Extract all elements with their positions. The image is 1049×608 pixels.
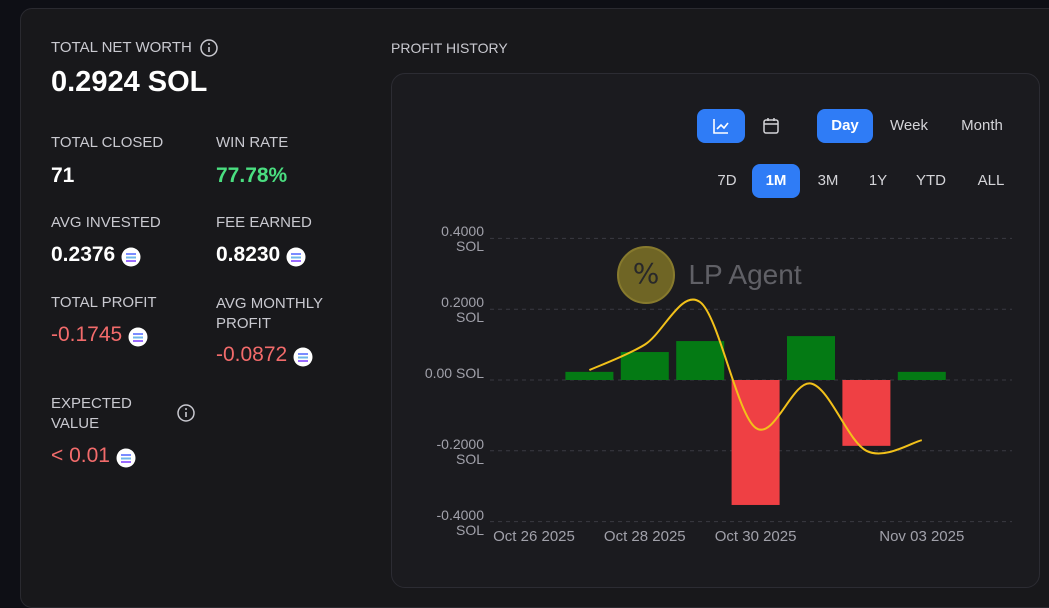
range-button[interactable]: YTD xyxy=(916,172,946,189)
stat-label: TOTAL NET WORTH xyxy=(51,39,192,56)
bar xyxy=(897,371,946,380)
y-tick-label: 0.00 SOL xyxy=(424,365,484,381)
stat-label: AVG MONTHLY PROFIT xyxy=(216,295,323,332)
y-tick-label: 0.4000 SOL xyxy=(441,223,484,255)
watermark-logo: % xyxy=(617,246,675,304)
stat-label: TOTAL PROFIT xyxy=(51,294,157,311)
stat-row: -0.1745 xyxy=(51,323,148,347)
calendar-icon xyxy=(763,118,779,134)
stat-value: 0.2376 xyxy=(51,243,116,266)
info-icon[interactable] xyxy=(199,38,219,58)
stat-value: 0.8230 xyxy=(216,243,281,266)
y-tick-label: -0.2000 SOL xyxy=(436,435,484,467)
stat-value: 71 xyxy=(51,164,75,187)
stat-label: TOTAL CLOSED xyxy=(51,134,164,151)
svg-text:%: % xyxy=(633,257,660,290)
stat-value: -0.1745 xyxy=(51,323,123,346)
y-tick-label: -0.4000 SOL xyxy=(436,506,484,538)
trend-line xyxy=(588,298,923,455)
x-tick-label: Oct 26 2025 xyxy=(493,528,575,545)
stat-label: EXPECTED VALUE xyxy=(51,395,132,432)
sol-icon xyxy=(121,247,141,267)
net-worth: 0.2924 SOL xyxy=(51,66,208,98)
view-button[interactable]: Month xyxy=(961,117,1003,134)
calendar-button[interactable] xyxy=(752,109,790,143)
bar xyxy=(787,336,835,380)
range-button[interactable]: 3M xyxy=(817,172,839,189)
bar xyxy=(565,371,614,380)
chart-view-button[interactable] xyxy=(697,109,745,143)
x-tick-label: Oct 28 2025 xyxy=(603,528,686,545)
view-button[interactable]: Week xyxy=(889,117,929,134)
stat-label: AVG INVESTED xyxy=(51,214,161,231)
range-button[interactable]: 1M xyxy=(752,164,800,198)
bar xyxy=(842,380,891,446)
sol-icon xyxy=(293,347,313,367)
range-button[interactable]: ALL xyxy=(977,172,1005,189)
x-tick-label: Oct 30 2025 xyxy=(714,528,797,545)
stat-row: 0.2376 xyxy=(51,243,141,267)
stat-row: 0.8230 xyxy=(216,243,306,267)
stat-label: FEE EARNED xyxy=(216,214,312,231)
range-button[interactable]: 7D xyxy=(717,172,737,189)
stat-value: < 0.01 xyxy=(51,444,110,467)
stat-value: 77.78% xyxy=(216,164,288,187)
y-tick-label: 0.2000 SOL xyxy=(441,294,484,326)
bar xyxy=(676,341,725,380)
stat-label: WIN RATE xyxy=(216,134,289,151)
sol-icon xyxy=(286,247,306,267)
x-tick-label: Nov 03 2025 xyxy=(879,528,965,545)
bar xyxy=(620,352,669,380)
line-chart-icon xyxy=(713,119,729,134)
stat-row: -0.0872 xyxy=(216,343,313,367)
sol-icon xyxy=(116,448,136,468)
stat-value: -0.0872 xyxy=(216,343,288,366)
stat-row: < 0.01 xyxy=(51,444,136,468)
info-icon[interactable] xyxy=(176,403,196,423)
sol-icon xyxy=(128,327,148,347)
chart-title: PROFIT HISTORY xyxy=(391,40,508,56)
watermark: % LP Agent xyxy=(616,245,876,305)
view-button[interactable]: Day xyxy=(817,109,873,143)
range-button[interactable]: 1Y xyxy=(868,172,888,189)
watermark-text: LP Agent xyxy=(688,259,802,290)
